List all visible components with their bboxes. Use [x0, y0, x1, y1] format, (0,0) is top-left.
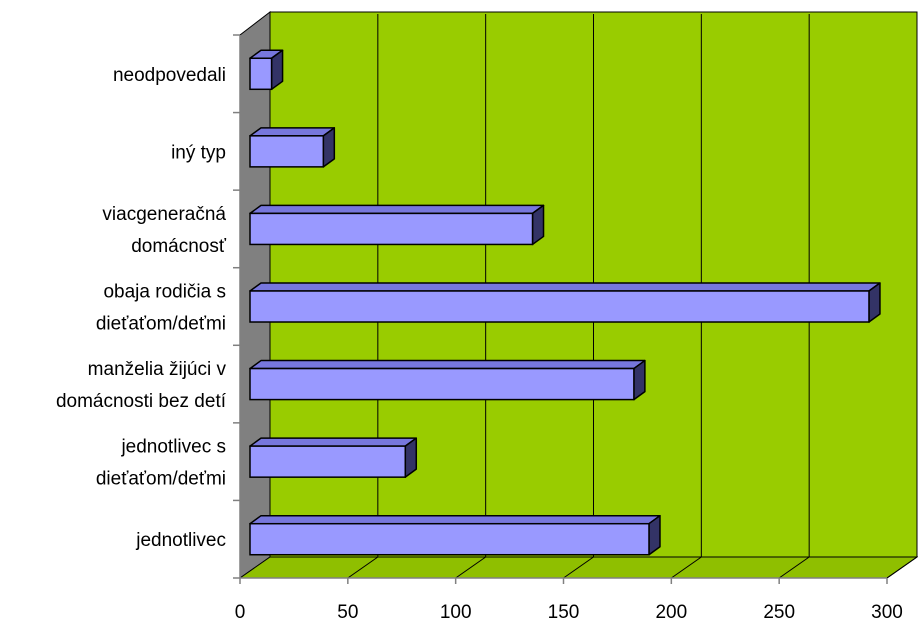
category-label: neodpovedali: [113, 65, 226, 86]
x-tick-label: 250: [763, 602, 795, 623]
bar: [249, 49, 284, 91]
x-tick-label: 300: [871, 602, 903, 623]
bar: [249, 127, 336, 168]
category-label-line: jednotlivec s: [120, 437, 226, 458]
bar: [249, 437, 418, 478]
bar-front-face: [249, 135, 325, 168]
gridline: [671, 14, 702, 579]
gridline: [886, 14, 918, 579]
x-tick-label: 200: [655, 602, 687, 623]
bar-top-face: [249, 204, 545, 215]
category-label-line: iný typ: [171, 142, 226, 163]
bar-top-face: [249, 282, 881, 292]
category-label-line: dieťaťom/deťmi: [96, 314, 226, 335]
category-label: jednotlivec: [135, 530, 226, 551]
category-label-line: neodpovedali: [113, 65, 226, 86]
category-label: viacgeneračná domácnosť: [102, 204, 226, 257]
bar-front-face: [249, 522, 650, 556]
gridline: [563, 14, 594, 579]
bar: [249, 204, 545, 246]
x-tick-label: 50: [337, 602, 358, 623]
x-tick-label: 0: [235, 602, 246, 623]
category-label: manželia žijúci v domácnosti bez detí: [56, 359, 227, 412]
bar: [249, 282, 881, 323]
category-label-line: jednotlivec: [135, 530, 226, 551]
x-tick-label: 150: [548, 602, 580, 623]
bar: [249, 514, 661, 556]
bar-top-face: [249, 437, 418, 447]
category-label-line: dieťaťom/deťmi: [96, 469, 226, 490]
bar-top-face: [249, 359, 646, 370]
category-label-line: domácnosť: [131, 236, 227, 257]
bar-front-face: [249, 290, 870, 323]
category-label-line: obaja rodičia s: [103, 282, 226, 303]
bar-front-face: [249, 367, 635, 401]
category-label-line: viacgeneračná: [102, 204, 226, 225]
gridlines: [347, 14, 918, 579]
gridline: [455, 14, 487, 579]
x-tick-label: 100: [440, 602, 472, 623]
bar-top-face: [249, 127, 336, 137]
bar-front-face: [249, 212, 534, 246]
bars: [249, 49, 881, 556]
category-label: iný typ: [171, 142, 226, 163]
gridline: [347, 14, 379, 579]
value-axis-ticks: 0 50 100 150 200 250 300: [235, 578, 903, 623]
bar: [249, 359, 646, 401]
category-label-line: domácnosti bez detí: [56, 391, 227, 412]
bar-front-face: [249, 445, 407, 478]
category-label: jednotlivec s dieťaťom/deťmi: [96, 437, 226, 490]
category-label: obaja rodičia s dieťaťom/deťmi: [96, 282, 226, 335]
bar-top-face: [249, 514, 661, 525]
category-axis-ticks: jednotlivec jednotlivec s dieťaťom/deťmi ma…: [56, 34, 240, 579]
bar-front-face: [249, 57, 273, 91]
category-label-line: manželia žijúci v: [88, 359, 227, 380]
gridline: [778, 14, 810, 579]
